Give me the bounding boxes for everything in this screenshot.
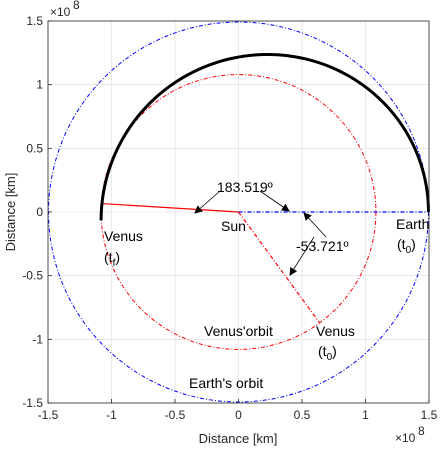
x-tick-label: 1.5: [421, 408, 438, 422]
transfer-trajectory: [99, 52, 430, 221]
annotations: 183.519º -53.721º Sun Earth (t0) Venus (…: [104, 179, 429, 391]
x-exponent: 8: [418, 424, 425, 438]
y-tick-label: 0.5: [26, 141, 43, 155]
x-exponent-base: ×10: [395, 431, 416, 445]
earth-label: Earth: [396, 216, 429, 232]
y-ticks: -1.5 -1 -0.5 0 0.5 1 1.5: [22, 14, 52, 410]
earth-time-label: (t0): [397, 236, 416, 256]
x-tick-label: 0.5: [294, 408, 311, 422]
y-tick-label: 0: [36, 205, 43, 219]
venus-tf-label: Venus: [104, 228, 143, 244]
arrow-angle-phase-2: [289, 236, 315, 276]
x-ticks: -1.5 -1 -0.5 0 0.5 1 1.5: [38, 399, 438, 422]
y-tick-label: 1.5: [26, 14, 43, 28]
x-tick-label: -0.5: [165, 408, 186, 422]
y-exponent: 8: [73, 0, 80, 12]
y-tick-label: -1: [32, 332, 43, 346]
venus-tf-line: [101, 202, 239, 213]
venus-t0-time-label: (t0): [318, 343, 337, 363]
venus-tf-time-label: (tf): [104, 249, 120, 269]
angle-total-label: 183.519º: [217, 179, 273, 195]
x-tick-label: 1: [362, 408, 369, 422]
arrow-angle-phase: [303, 212, 327, 238]
venus-orbit-label: Venus'orbit: [204, 323, 273, 339]
y-tick-label: -1.5: [22, 396, 43, 410]
x-tick-label: -1.5: [38, 408, 59, 422]
earth-orbit-label: Earth's orbit: [189, 375, 263, 391]
x-tick-label: 0: [235, 408, 242, 422]
radial-lines: [101, 202, 429, 324]
x-axis-label: Distance [km]: [199, 431, 278, 446]
sun-label: Sun: [221, 218, 246, 234]
arrow-angle-total: [194, 190, 221, 214]
x-tick-label: -1: [106, 408, 117, 422]
y-exponent-base: ×10: [50, 5, 71, 19]
arrow-angle-total-2: [259, 190, 290, 212]
venus-t0-line: [238, 211, 321, 324]
y-tick-label: 1: [36, 78, 43, 92]
y-axis-label: Distance [km]: [3, 173, 18, 252]
y-tick-label: -0.5: [22, 269, 43, 283]
angle-phase-label: -53.721º: [296, 238, 349, 254]
venus-t0-label: Venus: [316, 323, 355, 339]
